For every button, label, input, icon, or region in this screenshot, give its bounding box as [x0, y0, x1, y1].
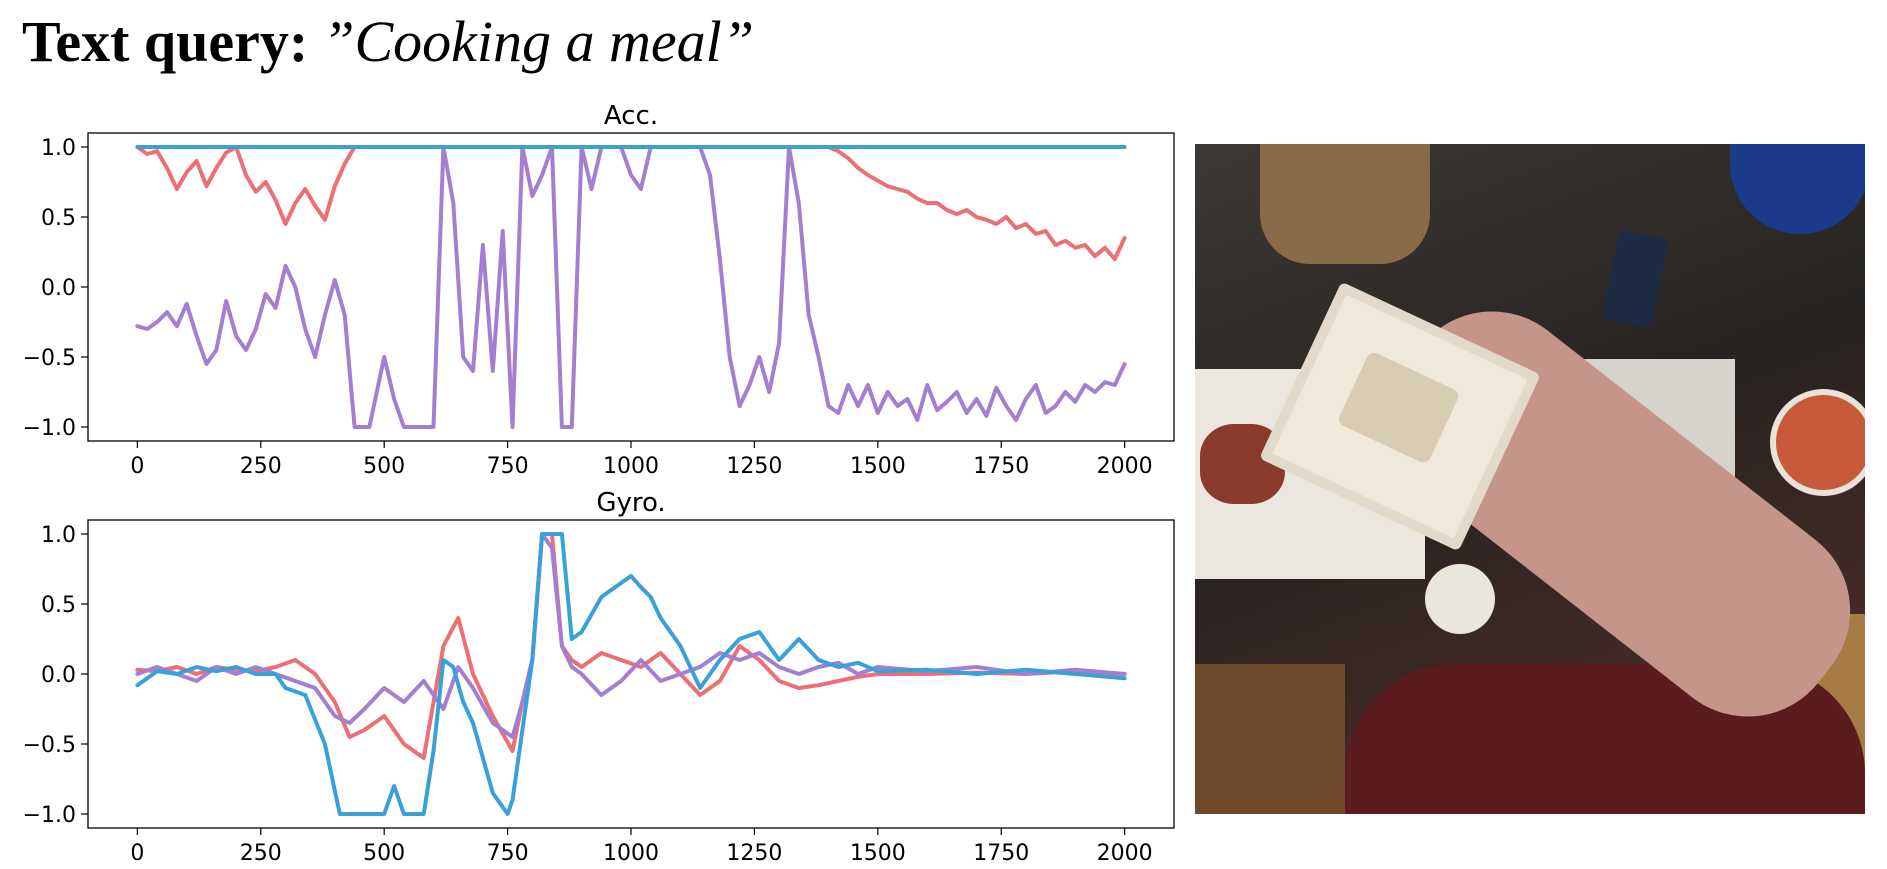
y-tick-label: −0.5: [23, 346, 76, 371]
x-tick-label: 750: [487, 841, 529, 865]
plot-frame: [87, 132, 1175, 442]
x-tick-label: 1750: [973, 454, 1029, 479]
x-tick-label: 1750: [973, 841, 1029, 865]
cup-shape: [1425, 564, 1495, 634]
blue-bowl-shape: [1730, 144, 1865, 234]
chart-panel-0: Acc. 0 250 500 750 1000 1250 1500 1750 2000 −1.0 −0…: [23, 101, 1175, 479]
x-tick-label: 1000: [603, 841, 659, 865]
y-tick-label: −0.5: [23, 733, 76, 758]
series-line-purple: [135, 145, 1127, 429]
text-query-header: Text query: ”Cooking a meal”: [22, 8, 754, 75]
x-tick-label: 250: [240, 841, 282, 865]
x-tick-label: 750: [487, 454, 529, 479]
y-tick-label: 0.0: [41, 276, 76, 301]
x-tick-label: 1000: [603, 454, 659, 479]
plot-frame: [87, 519, 1175, 829]
query-label: Text query:: [22, 9, 309, 74]
query-text: ”Cooking a meal”: [322, 9, 755, 74]
y-tick-label: 1.0: [41, 136, 76, 161]
x-tick-label: 1500: [850, 454, 906, 479]
series-line-blue: [135, 532, 1127, 816]
salsa-bowl-shape: [1770, 389, 1865, 496]
tray-shape: [1260, 144, 1430, 264]
x-tick-label: 2000: [1097, 454, 1153, 479]
imu-charts: Acc. 0 250 500 750 1000 1250 1500 1750 2000 −1.0 −0…: [23, 101, 1175, 866]
phone-shape: [1601, 229, 1669, 329]
x-tick-label: 250: [240, 454, 282, 479]
y-tick-label: 0.5: [41, 593, 76, 618]
video-frame-image: [1195, 144, 1865, 814]
chart-title: Gyro.: [596, 488, 665, 518]
chart-title: Acc.: [604, 101, 658, 131]
x-tick-label: 1250: [726, 841, 782, 865]
x-tick-label: 0: [130, 454, 144, 479]
plots-area: Acc. 0 250 500 750 1000 1250 1500 1750 2000 −1.0 −0…: [0, 95, 1180, 869]
wood-floor-shape: [1195, 664, 1345, 814]
x-tick-label: 1250: [726, 454, 782, 479]
x-tick-label: 500: [363, 841, 405, 865]
x-tick-label: 500: [363, 454, 405, 479]
series-line-purple: [135, 532, 1127, 739]
x-tick-label: 2000: [1097, 841, 1153, 865]
y-tick-label: −1.0: [23, 803, 76, 828]
x-tick-label: 1500: [850, 841, 906, 865]
series-line-red: [135, 145, 1127, 261]
rice-shape: [1336, 350, 1461, 465]
y-tick-label: 0.0: [41, 663, 76, 688]
y-tick-label: 1.0: [41, 523, 76, 548]
chart-panel-1: Gyro. 0 250 500 750 1000 1250 1500 1750 2000 −1.0 −…: [23, 488, 1175, 866]
y-tick-label: −1.0: [23, 416, 76, 441]
x-tick-label: 0: [130, 841, 144, 865]
y-tick-label: 0.5: [41, 206, 76, 231]
series-line-red: [135, 532, 1127, 760]
